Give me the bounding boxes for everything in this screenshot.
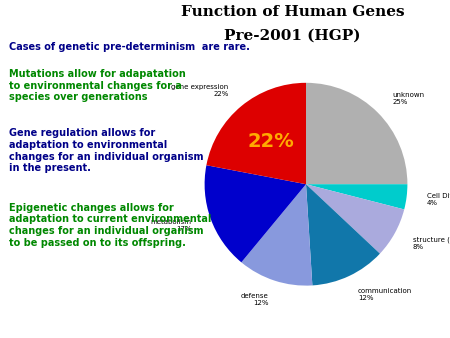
Wedge shape: [205, 165, 306, 262]
Text: Epigenetic changes allows for
adaptation to current environmental
changes for an: Epigenetic changes allows for adaptation…: [9, 203, 211, 248]
Text: communication
12%: communication 12%: [358, 288, 412, 301]
Text: Pre-2001 (HGP): Pre-2001 (HGP): [224, 29, 361, 43]
Text: Mutations allow for adapatation
to environmental changes for a
species over gene: Mutations allow for adapatation to envir…: [9, 69, 186, 102]
Text: Function of Human Genes: Function of Human Genes: [181, 5, 404, 19]
Text: gene expression
22%: gene expression 22%: [171, 84, 229, 97]
Text: Cases of genetic pre-determinism  are rare.: Cases of genetic pre-determinism are rar…: [9, 42, 250, 52]
Text: defense
12%: defense 12%: [241, 293, 268, 307]
Text: Cell Division
4%: Cell Division 4%: [427, 193, 450, 206]
Wedge shape: [207, 83, 306, 184]
Wedge shape: [306, 184, 407, 210]
Text: unknown
25%: unknown 25%: [392, 92, 424, 105]
Text: Gene regulation allows for
adaptation to environmental
changes for an individual: Gene regulation allows for adaptation to…: [9, 128, 203, 173]
Wedge shape: [306, 184, 380, 285]
Text: 22%: 22%: [247, 132, 294, 151]
Text: metabolism
17%: metabolism 17%: [150, 219, 192, 232]
Wedge shape: [306, 184, 404, 254]
Wedge shape: [241, 184, 312, 286]
Text: structure (motility)
8%: structure (motility) 8%: [413, 236, 450, 249]
Wedge shape: [306, 83, 407, 184]
